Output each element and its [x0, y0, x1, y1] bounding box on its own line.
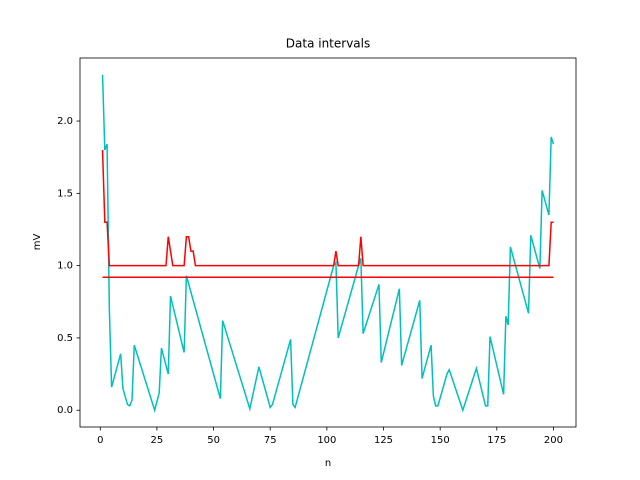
- x-tick-label: 150: [431, 435, 450, 446]
- chart-title: Data intervals: [286, 37, 370, 51]
- x-tick-label: 175: [487, 435, 506, 446]
- y-tick-label: 2.0: [57, 116, 73, 127]
- x-tick-label: 100: [317, 435, 336, 446]
- x-tick-label: 200: [544, 435, 563, 446]
- y-tick-label: 0.0: [57, 405, 73, 416]
- x-axis-label: n: [325, 458, 331, 469]
- y-tick-label: 1.0: [57, 261, 73, 272]
- x-tick-label: 50: [207, 435, 220, 446]
- x-tick-label: 75: [264, 435, 277, 446]
- x-tick-label: 25: [151, 435, 164, 446]
- x-tick-label: 0: [97, 435, 103, 446]
- x-tick-label: 125: [374, 435, 393, 446]
- data-line: [101, 149, 554, 267]
- y-axis-label: mV: [32, 234, 43, 251]
- y-tick-label: 0.5: [57, 333, 73, 344]
- y-tick-label: 1.5: [57, 188, 73, 199]
- plot-frame: [79, 57, 577, 428]
